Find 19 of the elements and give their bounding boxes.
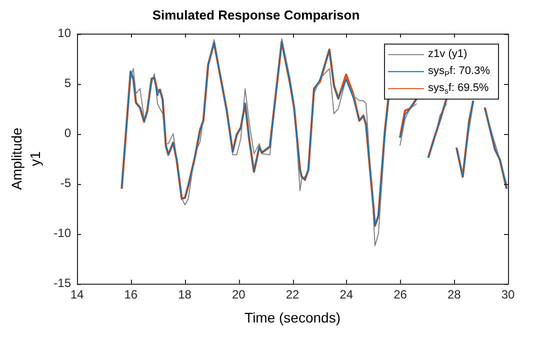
- x-tick-label: 16: [124, 287, 138, 302]
- y-tick-label: 10: [58, 26, 72, 40]
- y-tick-label: 5: [64, 76, 72, 90]
- chart-title: Simulated Response Comparison: [152, 7, 360, 22]
- x-tick-label: 22: [286, 287, 300, 302]
- x-tick-label: 28: [447, 287, 462, 302]
- legend-label: z1v (y1): [428, 48, 468, 60]
- y-tick-label: 0: [64, 126, 72, 140]
- x-axis-title: Time (seconds): [244, 309, 340, 326]
- y-tick-label: -15: [54, 276, 72, 290]
- x-tick-label: 14: [70, 287, 84, 302]
- y-tick-label: -10: [54, 226, 72, 240]
- x-tick-label: 26: [394, 287, 408, 302]
- y-tick-label: -5: [60, 176, 72, 190]
- x-tick-label: 18: [178, 287, 192, 302]
- x-tick-label: 20: [232, 287, 246, 302]
- x-tick-label: 30: [501, 287, 515, 302]
- x-tick-label: 24: [340, 287, 354, 302]
- y-axis-title: Amplitude y1: [8, 127, 44, 190]
